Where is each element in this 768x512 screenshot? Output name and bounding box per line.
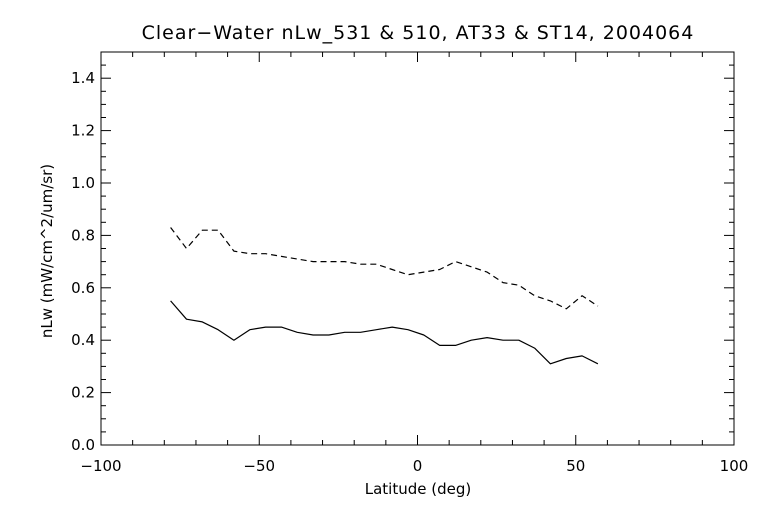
y-tick-labels: 0.0 0.2 0.4 0.6 0.8 1.0 1.2 1.4 xyxy=(71,69,95,454)
y-tick-label: 0.2 xyxy=(71,384,95,402)
x-tick-label: 100 xyxy=(720,457,749,475)
y-tick-label: 1.4 xyxy=(71,69,95,87)
x-tick-label: −50 xyxy=(243,457,275,475)
x-tick-label: 50 xyxy=(566,457,585,475)
x-tick-label: −100 xyxy=(80,457,121,475)
y-tick-label: 0.8 xyxy=(71,226,95,244)
chart-title: Clear−Water nLw_531 & 510, AT33 & ST14, … xyxy=(142,22,695,44)
series-layer xyxy=(170,227,599,365)
y-tick-label: 0.6 xyxy=(71,279,95,297)
y-axis-label: nLw (mW/cm^2/um/sr) xyxy=(38,164,56,338)
x-tick-labels: −100 −50 0 50 100 xyxy=(80,457,748,475)
y-tick-label: 1.2 xyxy=(71,122,95,140)
series-line-solid xyxy=(170,300,599,365)
y-tick-label: 0.0 xyxy=(71,436,95,454)
y-tick-label: 0.4 xyxy=(71,331,95,349)
x-axis-ticks xyxy=(100,52,735,445)
y-axis-ticks xyxy=(101,51,734,446)
series-line-dashed xyxy=(170,227,599,310)
y-tick-label: 1.0 xyxy=(71,174,95,192)
plot-frame xyxy=(100,51,735,446)
x-axis-label: Latitude (deg) xyxy=(365,480,471,498)
x-tick-label: 0 xyxy=(413,457,423,475)
